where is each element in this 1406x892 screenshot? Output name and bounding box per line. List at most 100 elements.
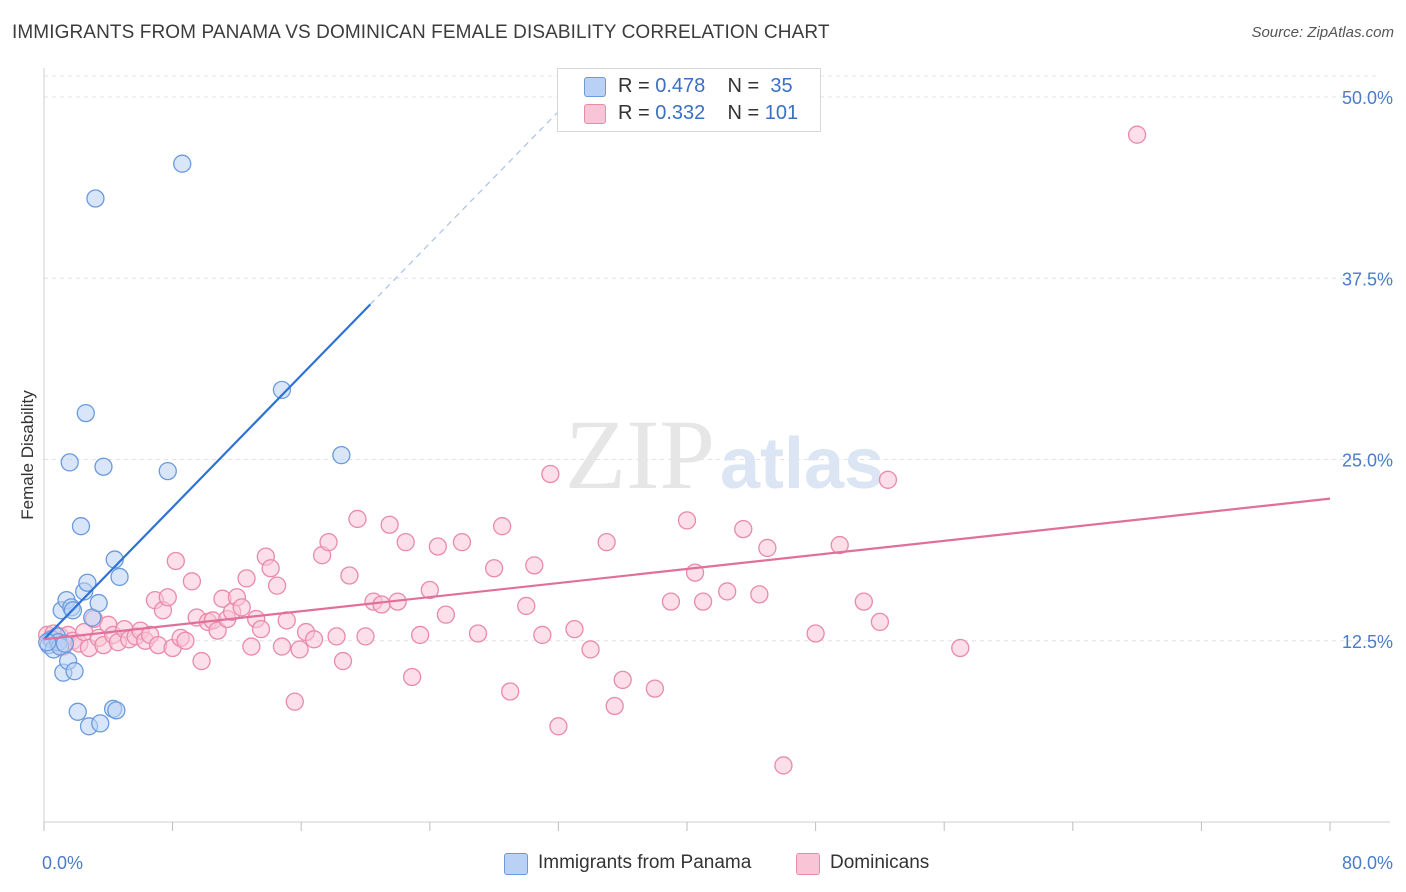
dominican-point-47 [261, 559, 280, 578]
legend-swatch-dominicans [584, 104, 606, 124]
y-tick-label-1: 25.0% [1342, 451, 1393, 471]
dominican-point-98 [854, 592, 873, 611]
dominican-point-43 [242, 637, 261, 656]
dominican-point-96 [806, 624, 825, 643]
y-tick-label-0: 12.5% [1342, 632, 1393, 652]
panama-point-15 [68, 702, 87, 721]
panama-point-29 [110, 567, 129, 587]
panama-point-24 [91, 714, 110, 733]
dominican-point-103 [1127, 125, 1147, 144]
dominican-point-68 [411, 625, 430, 645]
dominican-point-33 [192, 651, 211, 671]
trend-lines [43, 111, 1331, 641]
legend-n-value: 35 [770, 75, 793, 97]
dominican-points [38, 125, 1147, 775]
dominican-point-91 [693, 592, 713, 611]
dominican-point-87 [645, 679, 664, 698]
legend-r-label: R = [618, 102, 650, 124]
dominican-point-64 [380, 515, 399, 534]
series-name-panama: Immigrants from Panama [538, 852, 752, 873]
source-label: Source: ZipAtlas.com [1251, 24, 1394, 41]
grid-lines [44, 75, 1380, 642]
dominican-point-71 [436, 605, 456, 624]
dominican-point-76 [501, 682, 520, 701]
dominican-point-41 [232, 598, 251, 617]
dominican-trend-line [43, 497, 1331, 641]
legend: R = 0.478 N = 35 R = 0.332 N = 101 [557, 68, 821, 132]
y-tick-label-3: 50.0% [1342, 88, 1393, 108]
dominican-point-57 [327, 627, 346, 646]
dominican-point-95 [758, 538, 777, 558]
dominican-point-69 [420, 580, 439, 600]
axes [43, 68, 1390, 831]
y-tick-label-2: 37.5% [1342, 269, 1393, 289]
dominican-point-85 [605, 696, 624, 716]
x-tick-label-min: 0.0% [42, 853, 83, 873]
dominican-point-49 [272, 637, 292, 656]
dominican-point-77 [517, 596, 536, 616]
panama-point-14 [65, 662, 84, 681]
dominican-point-83 [581, 640, 600, 659]
panama-trend-line [43, 303, 372, 641]
dominican-point-67 [402, 667, 422, 687]
dominican-point-101 [951, 638, 970, 658]
dominican-point-30 [176, 631, 195, 650]
series-legend: Immigrants from Panama Dominicans [0, 852, 1406, 878]
dominican-point-58 [333, 651, 353, 671]
dominican-point-82 [565, 620, 584, 639]
dominican-point-52 [290, 640, 309, 659]
dominican-point-48 [267, 576, 287, 595]
dominican-point-60 [348, 509, 367, 529]
legend-r-value: 0.478 [655, 75, 706, 97]
panama-point-8 [55, 634, 75, 653]
dominican-point-66 [396, 533, 415, 552]
dominican-point-102 [774, 756, 793, 775]
dominican-point-51 [285, 692, 304, 711]
dominican-point-100 [878, 470, 898, 489]
series-swatch-dominicans [796, 853, 820, 875]
dominican-point-79 [533, 625, 552, 645]
panama-point-11 [60, 453, 79, 472]
dominican-point-93 [734, 519, 753, 539]
dominican-point-56 [319, 533, 338, 552]
dominican-point-75 [492, 517, 512, 536]
tick-labels: 12.5% 25.0% 37.5% 50.0% 0.0% 80.0% [42, 88, 1393, 873]
legend-r-value: 0.332 [655, 102, 706, 124]
panama-point-22 [86, 189, 105, 208]
panama-point-30 [158, 461, 177, 481]
panama-point-32 [272, 380, 292, 400]
panama-point-19 [78, 573, 97, 592]
chart-title: IMMIGRANTS FROM PANAMA VS DOMINICAN FEMA… [12, 22, 830, 43]
dominican-point-42 [237, 569, 256, 588]
dominican-point-73 [468, 624, 488, 643]
dominican-point-70 [428, 537, 447, 556]
panama-point-31 [173, 154, 192, 173]
panama-point-18 [76, 403, 95, 423]
panama-point-28 [107, 701, 126, 720]
dominican-point-84 [597, 533, 616, 552]
dominican-point-28 [166, 551, 185, 571]
dominican-point-89 [677, 511, 697, 530]
dominican-point-45 [251, 620, 271, 639]
dominican-point-59 [340, 566, 359, 585]
dominican-point-61 [356, 627, 375, 646]
panama-point-33 [332, 445, 351, 465]
legend-n-label: N = [727, 102, 760, 124]
dominican-point-81 [549, 717, 568, 736]
dominican-point-80 [541, 464, 560, 484]
dominican-point-94 [750, 585, 769, 604]
dominican-point-74 [484, 559, 504, 578]
dominican-point-97 [830, 535, 849, 555]
dominican-point-88 [661, 592, 681, 611]
dominican-point-99 [870, 612, 890, 632]
dominican-point-26 [158, 588, 177, 607]
dominican-point-54 [304, 630, 324, 649]
panama-trend-extension [369, 111, 559, 305]
watermark: ZIP atlas [565, 399, 884, 510]
panama-point-23 [89, 593, 108, 613]
panama-points [38, 154, 351, 736]
dominican-point-78 [525, 556, 544, 575]
x-tick-label-max: 80.0% [1342, 853, 1393, 873]
panama-point-25 [94, 457, 113, 476]
